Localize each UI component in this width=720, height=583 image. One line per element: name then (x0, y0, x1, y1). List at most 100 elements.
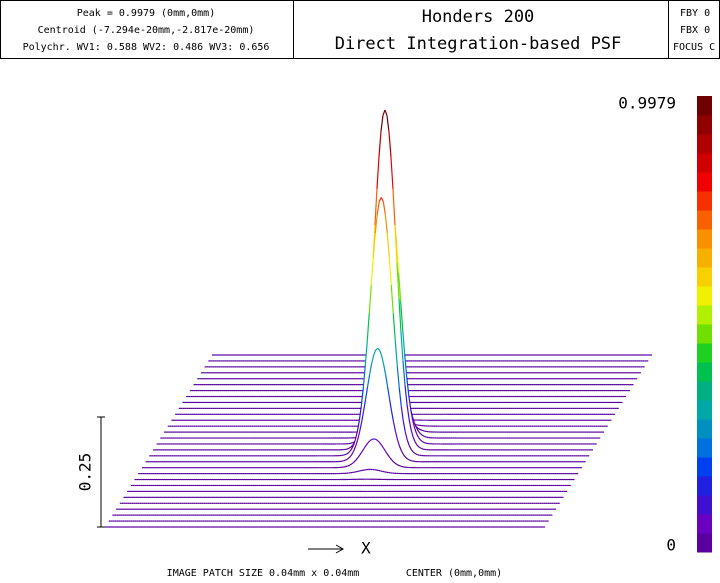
hidden-fill (149, 197, 590, 457)
surface-line (377, 440, 381, 444)
psf-surface (105, 109, 652, 528)
surface-line (379, 349, 383, 356)
subtitle: Direct Integration-based PSF (335, 34, 622, 54)
surface-line (390, 411, 395, 423)
surface-line (382, 201, 386, 215)
surface-line (417, 454, 420, 456)
surface-line (386, 115, 390, 132)
surface-line (382, 363, 387, 375)
surface-line (415, 427, 419, 432)
surface-line (410, 428, 414, 437)
surface-line (408, 445, 412, 450)
surface-line (386, 233, 390, 258)
surface-line (384, 109, 388, 116)
surface-line (390, 284, 394, 314)
surface-line (424, 435, 427, 438)
surface-line (347, 464, 351, 467)
surface-line (356, 420, 360, 433)
surface-line (352, 439, 356, 446)
surface-line (390, 156, 394, 189)
surface-line (417, 430, 421, 434)
surface-line (388, 257, 392, 285)
surface-line (395, 431, 399, 441)
surface-line (402, 328, 406, 355)
surface-line (350, 444, 354, 448)
surface-line (389, 457, 393, 461)
surface-line (383, 448, 387, 453)
surface-line (397, 439, 401, 447)
surface-line (404, 431, 408, 441)
surface-line (400, 331, 404, 361)
surface-line (402, 360, 406, 385)
hidden-fill (138, 469, 579, 475)
surface-line (368, 363, 373, 375)
surface-line (418, 437, 422, 441)
side-info: FOCUS C (673, 42, 715, 53)
surface-line (376, 201, 380, 215)
surface-line (347, 456, 350, 460)
surface-line (392, 313, 396, 341)
surface-line (404, 354, 408, 377)
surface-line (420, 439, 424, 443)
surface-line (385, 451, 389, 456)
surface-line (375, 347, 378, 351)
surface-line (396, 262, 400, 299)
surface-line (394, 224, 398, 263)
surface-line (422, 434, 425, 437)
surface-line (346, 447, 350, 450)
surface-line (351, 461, 355, 465)
surface-line (378, 197, 382, 202)
surface-line (406, 439, 410, 446)
surface-line (402, 420, 406, 433)
surface-line (349, 454, 353, 458)
surface-line (412, 419, 416, 429)
surface-line (360, 411, 365, 423)
surface-line (377, 347, 380, 351)
surface-line (370, 257, 374, 285)
surface-line (424, 442, 427, 444)
hidden-fill (141, 438, 582, 469)
surface-line (354, 431, 358, 441)
surface-line (373, 349, 377, 356)
surface-line (357, 454, 361, 459)
surface-line (415, 453, 418, 456)
surface-line (366, 313, 370, 341)
side-info: FBY 0 (680, 8, 710, 19)
surface-line (362, 399, 367, 412)
surface-line (400, 406, 404, 421)
surface-line (348, 449, 352, 453)
surface-line (380, 115, 384, 132)
surface-line (406, 376, 410, 395)
surface-line (417, 427, 421, 430)
surface-line (395, 463, 399, 466)
surface-line (343, 459, 346, 462)
surface-line (414, 441, 418, 446)
surface-line (409, 459, 412, 462)
surface-line (375, 438, 379, 442)
surface-line (412, 451, 416, 455)
surface-line (412, 436, 416, 442)
surface-line (381, 445, 385, 449)
surface-line (406, 403, 410, 419)
surface-line (420, 447, 424, 450)
surface-line (422, 441, 425, 444)
surface-line (400, 301, 404, 330)
surface-line (393, 461, 397, 465)
surface-line (359, 451, 363, 456)
surface-line (381, 355, 385, 365)
surface-line (374, 213, 378, 234)
surface-line (368, 284, 372, 314)
surface-line (350, 445, 354, 450)
surface-line (350, 442, 353, 444)
surface-line (384, 213, 388, 234)
surface-line (376, 156, 380, 189)
surface-line (387, 454, 391, 459)
surface-line (416, 444, 420, 448)
surface-line (355, 457, 359, 461)
hidden-fill (145, 348, 586, 463)
surface-line (343, 454, 346, 456)
info-line: Polychr. WV1: 0.588 WV2: 0.486 WV3: 0.65… (23, 42, 270, 53)
surface-line (398, 298, 402, 332)
surface-line (358, 406, 362, 421)
surface-line (349, 463, 353, 466)
